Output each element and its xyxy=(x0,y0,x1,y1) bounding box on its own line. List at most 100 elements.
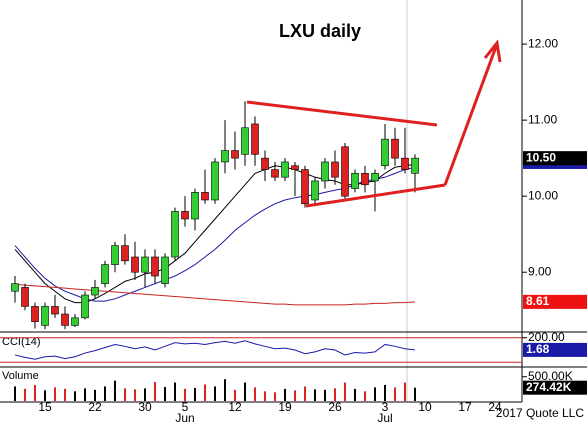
volume-bar xyxy=(294,390,296,401)
y-tick-label: 9.00 xyxy=(528,264,552,278)
volume-bar xyxy=(344,382,346,401)
candle-body xyxy=(211,161,219,201)
x-tick-label: 26 xyxy=(328,400,342,414)
candle-body xyxy=(81,294,89,319)
x-tick-label: 5 xyxy=(182,400,189,414)
candle-body xyxy=(201,192,209,201)
volume-bar xyxy=(204,384,206,401)
volume-bar xyxy=(64,388,66,401)
volume-bar xyxy=(274,392,276,401)
volume-bar xyxy=(304,386,306,401)
volume-bar xyxy=(364,391,366,401)
volume-bar xyxy=(314,389,316,401)
arrow-head xyxy=(483,39,502,63)
candle-body xyxy=(31,306,39,322)
volume-bar xyxy=(234,389,236,401)
candle-body xyxy=(51,306,59,315)
volume-bar xyxy=(194,387,196,401)
x-tick-label: 30 xyxy=(138,400,152,414)
y-tick-label: 500.00K xyxy=(528,369,573,383)
volume-bar xyxy=(134,389,136,401)
price-box xyxy=(523,294,587,309)
volume-bar xyxy=(284,388,286,401)
candle-body xyxy=(291,165,299,170)
x-tick-label: 3 xyxy=(382,400,389,414)
candle-body xyxy=(91,287,99,296)
volume-bar xyxy=(324,389,326,401)
pane-title: Volume xyxy=(2,370,39,382)
volume-bar xyxy=(224,379,226,401)
x-month-label: Jul xyxy=(377,411,392,423)
candle-body xyxy=(171,211,179,258)
volume-bar xyxy=(244,382,246,401)
volume-bar xyxy=(394,387,396,401)
volume-bar xyxy=(164,386,166,401)
candle-body xyxy=(301,169,309,205)
chart-title: LXU daily xyxy=(279,21,361,41)
x-tick-label: 19 xyxy=(278,400,292,414)
volume-bar xyxy=(54,387,56,401)
candle-body xyxy=(351,173,359,189)
candle-body xyxy=(121,245,129,262)
candle-body xyxy=(381,138,389,167)
candle-body xyxy=(21,287,29,307)
candle-body xyxy=(161,256,169,284)
volume-bar xyxy=(44,390,46,401)
price-box-label: 10.50 xyxy=(526,150,556,164)
y-tick-label: 200.00 xyxy=(528,330,565,344)
volume-bar xyxy=(184,388,186,401)
candle-body xyxy=(141,256,149,273)
candle-body xyxy=(261,157,269,170)
candle-body xyxy=(191,192,199,220)
candle-body xyxy=(391,138,399,159)
candle-body xyxy=(251,123,259,155)
footer: 2017 Quote LLC xyxy=(496,406,584,420)
candle-body xyxy=(371,173,379,182)
volume-bar xyxy=(124,388,126,401)
arrow-line xyxy=(443,43,499,186)
volume-bar xyxy=(24,388,26,401)
volume-bar xyxy=(174,382,176,401)
y-tick-label: 12.00 xyxy=(528,36,558,50)
volume-bar xyxy=(334,388,336,401)
pane-title: CCI(14) xyxy=(2,336,41,348)
candle-body xyxy=(181,211,189,220)
x-month-label: Jun xyxy=(175,411,194,423)
price-box xyxy=(523,151,587,166)
volume-bar xyxy=(114,380,116,401)
price-box-label: 8.61 xyxy=(526,294,550,308)
candle-body xyxy=(331,161,339,178)
volume-bar xyxy=(74,391,76,401)
candle-body xyxy=(401,157,409,170)
trend-drawing xyxy=(246,39,502,208)
price-box xyxy=(523,342,587,357)
volume-bar xyxy=(254,387,256,401)
candle-body xyxy=(151,256,159,277)
candle-body xyxy=(71,317,79,326)
volume-bar xyxy=(94,389,96,401)
volume-bar xyxy=(144,388,146,401)
x-tick-label: 24 xyxy=(488,400,502,414)
volume-bar xyxy=(154,382,156,401)
price-box-label: 1.68 xyxy=(526,342,550,356)
candle-body xyxy=(361,173,369,186)
price-box xyxy=(523,380,587,395)
cci-line xyxy=(14,340,416,360)
y-tick-label: 11.00 xyxy=(528,112,557,126)
candle-body xyxy=(231,150,239,159)
moving-average xyxy=(14,283,416,306)
trend-line xyxy=(246,100,438,127)
volume-bar xyxy=(214,386,216,401)
candle-body xyxy=(61,313,69,326)
volume-bar xyxy=(84,388,86,401)
candle-body xyxy=(311,180,319,201)
trend-line xyxy=(305,183,446,208)
candle-body xyxy=(281,161,289,178)
x-tick-label: 17 xyxy=(458,400,472,414)
price-box-label: 274.42K xyxy=(526,380,572,394)
y-tick-label: 10.00 xyxy=(528,188,558,202)
volume-bar xyxy=(264,391,266,401)
candle-body xyxy=(41,306,49,326)
x-tick-label: 22 xyxy=(88,400,102,414)
